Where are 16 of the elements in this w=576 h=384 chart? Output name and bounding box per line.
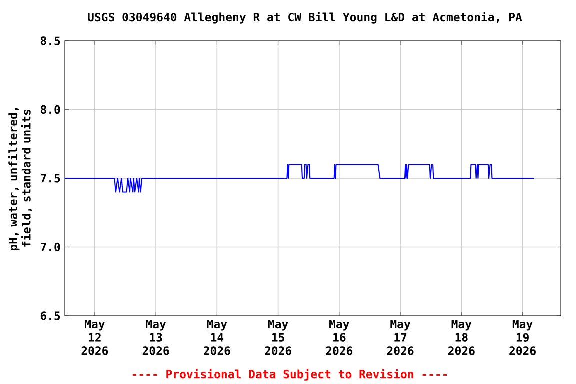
y-tick-label: 8.5 [40,36,60,46]
x-tick-label: May 19 2026 [510,320,536,356]
x-tick-label: May 16 2026 [326,320,353,356]
y-tick-label: 8.0 [40,105,60,114]
y-tick-label: 7.5 [40,174,60,183]
x-tick-label: May 17 2026 [387,320,414,356]
chart-title: USGS 03049640 Allegheny R at CW Bill Young L&D at Acmetonia, PA [88,12,522,24]
y-tick-label: 6.5 [40,312,60,320]
x-tick-label: May 18 2026 [448,320,475,356]
text: ---- Provisional Data Subject to Revision ---- [132,369,448,381]
x-tick-label: May 14 2026 [204,320,230,356]
y-axis-title: pH, water, unfiltered, field, standard units [8,108,32,251]
x-tick-label: May 15 2026 [265,320,292,356]
y-tick-label: 7.0 [40,242,60,252]
x-tick-label: May 12 2026 [82,320,108,356]
x-tick-label: May 13 2026 [142,320,170,356]
